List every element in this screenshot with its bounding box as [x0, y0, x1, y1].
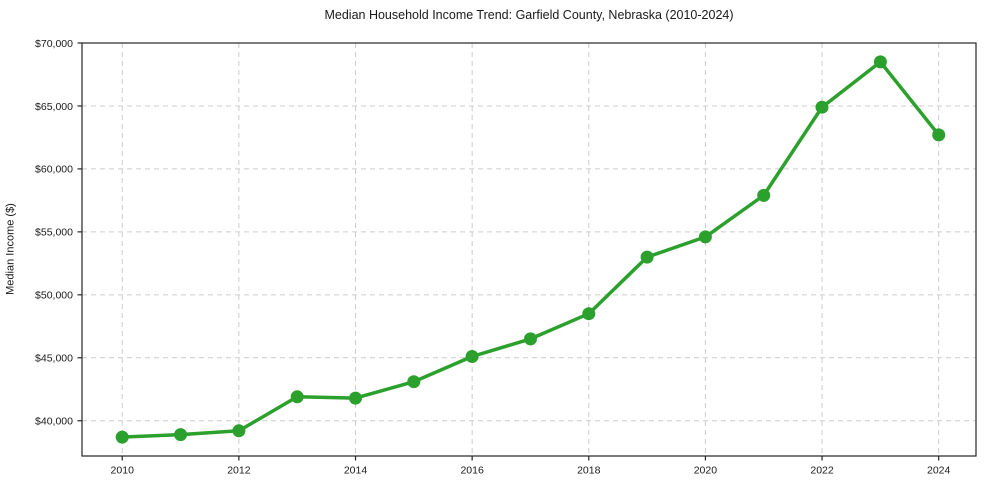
data-line [120, 60, 941, 439]
data-point [349, 391, 362, 405]
x-tick-label: 2022 [810, 465, 834, 477]
data-point [290, 390, 304, 404]
x-tick-label: 2016 [460, 465, 484, 477]
data-point [640, 250, 654, 264]
data-point [815, 100, 829, 114]
data-point [465, 350, 479, 363]
y-tick-label: $65,000 [35, 101, 73, 113]
x-tick-label: 2010 [111, 465, 135, 477]
y-tick-label: $40,000 [35, 416, 73, 428]
data-point [524, 332, 537, 346]
y-tick-label: $70,000 [35, 38, 73, 50]
y-tick-label: $60,000 [35, 164, 73, 176]
data-point [698, 230, 712, 244]
x-tick-label: 2018 [577, 465, 601, 477]
data-point [115, 430, 129, 444]
data-point [232, 424, 246, 438]
data-point [873, 55, 887, 69]
x-tick-label: 2012 [227, 465, 251, 477]
plot-border [81, 42, 977, 457]
chart-title: Median Household Income Trend: Garfield … [324, 8, 734, 22]
data-point [932, 128, 946, 142]
y-tick-label: $50,000 [35, 290, 73, 302]
data-point [174, 428, 188, 442]
data-point [757, 188, 771, 202]
y-axis-label: Median Income ($) [4, 203, 17, 295]
y-tick-label: $55,000 [35, 227, 73, 239]
x-tick-label: 2020 [694, 465, 718, 477]
x-tick-label: 2024 [927, 465, 951, 477]
data-point [407, 375, 421, 389]
y-tick-label: $45,000 [35, 353, 73, 365]
data-point [582, 307, 596, 321]
x-tick-label: 2014 [344, 465, 368, 477]
